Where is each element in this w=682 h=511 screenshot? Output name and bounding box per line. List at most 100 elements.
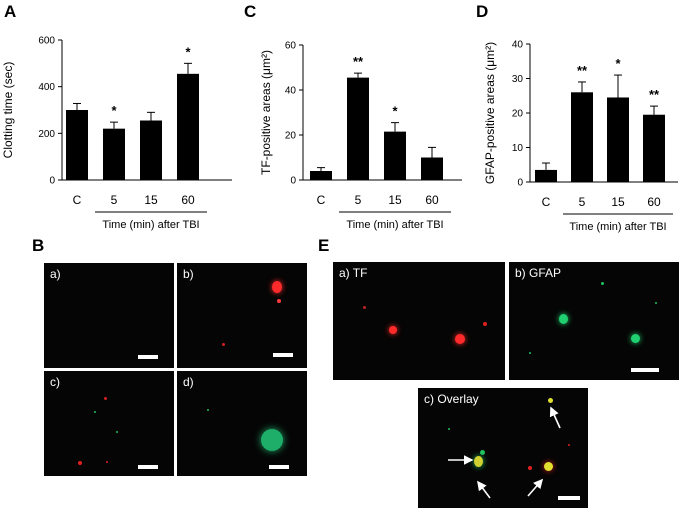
- y-tick-label: 60: [285, 41, 297, 52]
- micrograph-label: a) TF: [339, 266, 368, 280]
- scale-bar: [138, 355, 158, 359]
- y-tick-label: 400: [38, 82, 55, 93]
- x-tick-label: 15: [144, 193, 158, 207]
- tf-signal: [389, 326, 397, 334]
- gfap-signal: [480, 450, 485, 455]
- panel-letter-d: D: [476, 2, 489, 21]
- micrograph-label: c): [50, 375, 60, 389]
- x-tick-label: 5: [111, 193, 118, 207]
- bar: [421, 157, 443, 180]
- tf-signal: [483, 322, 487, 326]
- tf-signal: [104, 397, 107, 400]
- micrograph-label: b): [183, 267, 194, 281]
- tf-signal: [363, 306, 366, 309]
- y-tick-label: 20: [512, 109, 524, 120]
- x-tick-label: 60: [647, 195, 661, 209]
- gfap-signal: [448, 428, 450, 430]
- scale-bar: [138, 465, 158, 469]
- micrograph-label: b) GFAP: [515, 266, 562, 280]
- tf-signal: [106, 461, 108, 463]
- tf-signal: [455, 334, 465, 344]
- y-tick-label: 0: [49, 176, 55, 187]
- bar: [140, 120, 162, 180]
- significance-marker: *: [615, 56, 621, 71]
- y-tick-label: 10: [512, 143, 524, 154]
- x-tick-label: 5: [355, 193, 362, 207]
- scale-bar: [631, 368, 659, 372]
- x-tick-label: 60: [425, 193, 439, 207]
- arrow-icon: [477, 480, 491, 499]
- significance-marker: *: [111, 103, 117, 118]
- x-tick-label: 5: [579, 195, 586, 209]
- y-tick-label: 20: [285, 131, 297, 142]
- scale-bar: [273, 353, 293, 357]
- y-tick-label: 0: [517, 178, 523, 189]
- gfap-signal: [207, 409, 209, 411]
- gfap-signal: [601, 282, 604, 285]
- overlay-signal: [548, 398, 553, 403]
- tf-signal: [277, 299, 281, 303]
- y-tick-label: 40: [285, 86, 297, 97]
- panel-letter-c: C: [244, 2, 257, 21]
- significance-marker: *: [392, 104, 398, 119]
- bar: [535, 169, 557, 182]
- bar: [571, 92, 593, 182]
- tf-signal: [272, 281, 282, 293]
- arrow-icon: [527, 478, 544, 497]
- y-tick-label: 0: [290, 176, 296, 187]
- micrograph-b-d: d): [177, 371, 307, 476]
- gfap-signal: [116, 431, 118, 433]
- y-tick-label: 40: [512, 40, 524, 51]
- scale-bar: [269, 465, 289, 469]
- bar: [103, 128, 125, 180]
- bar: [347, 77, 369, 180]
- x-axis-label: Time (min) after TBI: [102, 219, 199, 231]
- y-tick-label: 600: [38, 36, 55, 47]
- significance-marker: **: [649, 87, 660, 102]
- overlay-signal: [474, 456, 483, 467]
- panel-letter-e: E: [318, 236, 330, 255]
- tf-signal: [222, 343, 225, 346]
- bar: [607, 97, 629, 182]
- tf-signal: [528, 466, 532, 470]
- overlay-signal: [544, 462, 553, 471]
- gfap-signal: [631, 334, 640, 343]
- micrograph-b-a: a): [44, 263, 174, 368]
- gfap-signal: [559, 314, 568, 324]
- panel-letter-b: B: [32, 236, 45, 255]
- micrograph-e-gfap: b) GFAP: [509, 262, 679, 380]
- x-tick-label: 15: [388, 193, 402, 207]
- y-tick-label: 30: [512, 74, 524, 85]
- y-tick-label: 200: [38, 129, 55, 140]
- tf-signal: [568, 444, 570, 446]
- y-axis-label: GFAP-positive areas (μm²): [483, 42, 497, 184]
- bar: [177, 73, 199, 180]
- x-tick-label: 60: [181, 193, 195, 207]
- scale-bar: [558, 496, 580, 500]
- significance-marker: *: [185, 44, 191, 59]
- x-tick-label: C: [317, 193, 326, 207]
- tf-signal: [78, 461, 82, 465]
- micrograph-b-b: b): [177, 263, 307, 368]
- x-tick-label: C: [542, 195, 551, 209]
- micrograph-label: c) Overlay: [424, 392, 479, 406]
- panel-letter-a: A: [4, 2, 17, 21]
- micrograph-e-tf: a) TF: [333, 262, 505, 380]
- bar: [643, 114, 665, 182]
- y-axis-label: TF-positive areas (μm²): [259, 50, 273, 175]
- significance-marker: **: [577, 63, 588, 78]
- x-tick-label: C: [73, 193, 82, 207]
- micrograph-label: a): [50, 267, 61, 281]
- gfap-signal: [94, 411, 96, 413]
- micrograph-label: d): [183, 375, 194, 389]
- micrograph-b-c: c): [44, 371, 174, 476]
- arrow-icon: [549, 406, 561, 429]
- significance-marker: **: [353, 54, 364, 69]
- gfap-signal: [655, 302, 657, 304]
- gfap-signal: [261, 429, 283, 451]
- y-axis-label: Clotting time (sec): [1, 62, 15, 159]
- x-axis-label: Time (min) after TBI: [346, 219, 443, 231]
- arrows: [448, 406, 561, 499]
- micrograph-e-overlay: c) Overlay: [418, 388, 588, 508]
